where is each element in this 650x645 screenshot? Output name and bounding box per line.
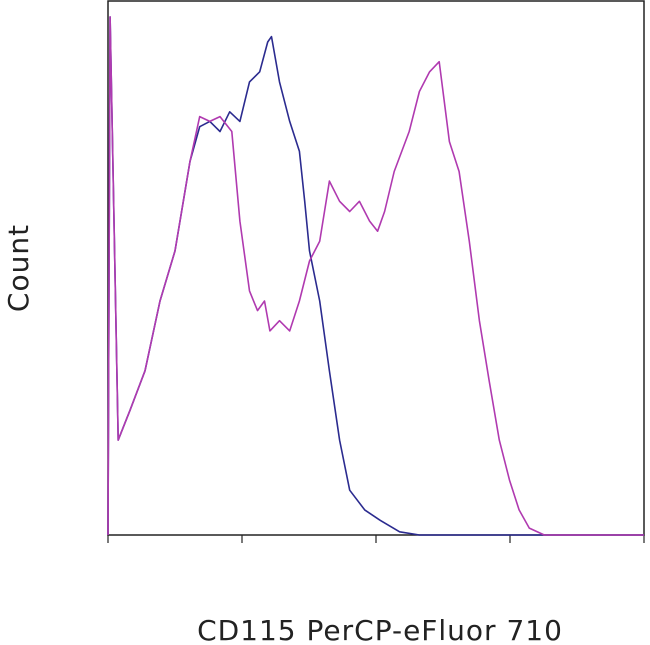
x-axis-label: CD115 PerCP-eFluor 710 — [197, 614, 563, 645]
series-line — [107, 16, 644, 536]
plot-frame — [107, 0, 645, 536]
series-line — [107, 16, 644, 536]
y-axis-label: Count — [2, 224, 35, 312]
